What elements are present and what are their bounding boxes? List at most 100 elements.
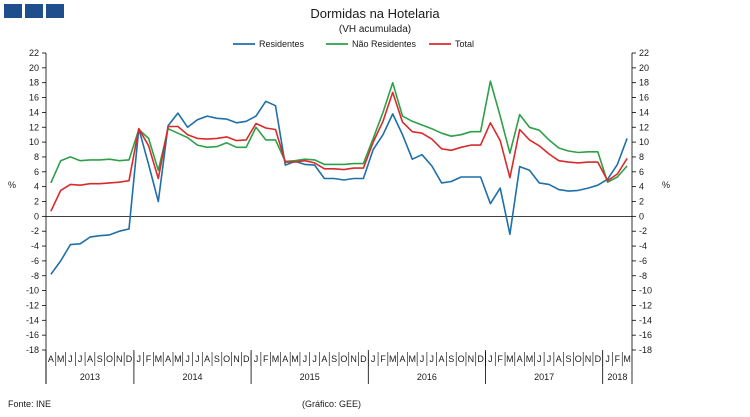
x-tick-label: O bbox=[106, 354, 113, 364]
x-tick-label: J bbox=[185, 354, 190, 364]
x-tick-label: M bbox=[155, 354, 163, 364]
y-tick-label-left: 20 bbox=[29, 63, 39, 73]
x-tick-label: M bbox=[389, 354, 397, 364]
x-tick-label: S bbox=[214, 354, 220, 364]
chart-title: Dormidas na Hotelaria bbox=[310, 6, 440, 21]
y-tick-label-left: 0 bbox=[34, 211, 39, 221]
x-tick-label: A bbox=[204, 354, 210, 364]
y-tick-label-left: -8 bbox=[31, 271, 39, 281]
chart-series bbox=[50, 80, 628, 275]
x-tick-label: M bbox=[526, 354, 534, 364]
y-tick-label-right: 20 bbox=[639, 63, 649, 73]
x-tick-label: D bbox=[477, 354, 484, 364]
logo-block bbox=[4, 4, 22, 18]
x-tick-label: M bbox=[174, 354, 182, 364]
x-tick-label: J bbox=[78, 354, 83, 364]
x-tick-label: S bbox=[448, 354, 454, 364]
y-tick-label-right: -10 bbox=[639, 286, 652, 296]
x-tick-label: A bbox=[399, 354, 405, 364]
y-tick-label-left: -18 bbox=[26, 345, 39, 355]
x-tick-label: J bbox=[137, 354, 142, 364]
x-tick-label: J bbox=[68, 354, 73, 364]
x-tick-label: F bbox=[146, 354, 152, 364]
x-tick-label: A bbox=[439, 354, 445, 364]
x-tick-label: A bbox=[321, 354, 327, 364]
y-tick-label-right: -2 bbox=[639, 226, 647, 236]
y-tick-label-left: -2 bbox=[31, 226, 39, 236]
x-tick-label: M bbox=[409, 354, 417, 364]
x-tick-label: M bbox=[623, 354, 631, 364]
y-axis-label-left: % bbox=[8, 180, 16, 190]
series-line bbox=[50, 91, 628, 212]
year-label: 2016 bbox=[417, 372, 437, 382]
chart-credit: (Gráfico: GEE) bbox=[302, 399, 362, 409]
x-tick-label: A bbox=[87, 354, 93, 364]
y-tick-label-right: 16 bbox=[639, 93, 649, 103]
year-label: 2013 bbox=[80, 372, 100, 382]
x-tick-label: D bbox=[595, 354, 602, 364]
y-tick-label-right: -18 bbox=[639, 345, 652, 355]
y-tick-label-right: -4 bbox=[639, 241, 647, 251]
y-tick-label-right: 12 bbox=[639, 122, 649, 132]
y-tick-label-left: -6 bbox=[31, 256, 39, 266]
y-tick-label-left: 10 bbox=[29, 137, 39, 147]
year-label: 2017 bbox=[534, 372, 554, 382]
chart-legend: Residentes Não Residentes Total bbox=[233, 39, 474, 49]
x-tick-label: F bbox=[380, 354, 386, 364]
y-tick-label-right: 2 bbox=[639, 197, 644, 207]
y-tick-label-left: 18 bbox=[29, 78, 39, 88]
y-tick-label-left: 22 bbox=[29, 48, 39, 58]
x-tick-label: O bbox=[340, 354, 347, 364]
y-tick-label-left: -12 bbox=[26, 300, 39, 310]
x-tick-label: O bbox=[458, 354, 465, 364]
y-tick-label-left: 12 bbox=[29, 122, 39, 132]
x-tick-label: J bbox=[312, 354, 317, 364]
y-tick-label-left: 6 bbox=[34, 167, 39, 177]
legend-item: Total bbox=[429, 39, 474, 49]
y-tick-label-left: -16 bbox=[26, 330, 39, 340]
y-tick-label-left: -14 bbox=[26, 315, 39, 325]
x-tick-label: F bbox=[263, 354, 269, 364]
x-tick-label: J bbox=[420, 354, 425, 364]
x-tick-label: O bbox=[223, 354, 230, 364]
x-tick-label: M bbox=[291, 354, 299, 364]
y-tick-label-right: -14 bbox=[639, 315, 652, 325]
x-tick-label: J bbox=[371, 354, 376, 364]
series-line bbox=[50, 100, 628, 275]
x-tick-label: M bbox=[506, 354, 514, 364]
x-tick-label: N bbox=[468, 354, 475, 364]
chart-subtitle: (VH acumulada) bbox=[338, 24, 412, 35]
x-tick-label: J bbox=[488, 354, 493, 364]
chart-axes: -18 -18 -16 -16 -14 -14 -12 -12 -10 -10 -8 -8 -6 -6 -4… bbox=[8, 48, 670, 384]
y-tick-label-right: 14 bbox=[639, 107, 649, 117]
brand-logo bbox=[4, 4, 64, 18]
x-tick-label: A bbox=[517, 354, 523, 364]
x-tick-label: A bbox=[556, 354, 562, 364]
x-tick-label: D bbox=[126, 354, 133, 364]
y-tick-label-right: 4 bbox=[639, 182, 644, 192]
legend-label: Não Residentes bbox=[352, 39, 417, 49]
x-tick-label: J bbox=[537, 354, 542, 364]
x-tick-label: N bbox=[585, 354, 592, 364]
y-tick-label-left: 4 bbox=[34, 182, 39, 192]
y-tick-label-right: 18 bbox=[639, 78, 649, 88]
x-tick-label: J bbox=[303, 354, 308, 364]
y-tick-label-right: -16 bbox=[639, 330, 652, 340]
x-tick-label: J bbox=[605, 354, 610, 364]
legend-label: Residentes bbox=[259, 39, 305, 49]
x-tick-label: N bbox=[233, 354, 240, 364]
y-axis-label-right: % bbox=[662, 180, 670, 190]
x-tick-label: S bbox=[331, 354, 337, 364]
x-tick-label: J bbox=[547, 354, 552, 364]
y-tick-label-right: 0 bbox=[639, 211, 644, 221]
x-tick-label: J bbox=[254, 354, 259, 364]
x-tick-label: O bbox=[575, 354, 582, 364]
x-tick-label: J bbox=[195, 354, 200, 364]
legend-item: Não Residentes bbox=[326, 39, 417, 49]
series-line bbox=[50, 80, 628, 184]
x-tick-label: D bbox=[360, 354, 367, 364]
logo-block bbox=[25, 4, 43, 18]
x-tick-label: S bbox=[97, 354, 103, 364]
x-tick-label: M bbox=[272, 354, 280, 364]
